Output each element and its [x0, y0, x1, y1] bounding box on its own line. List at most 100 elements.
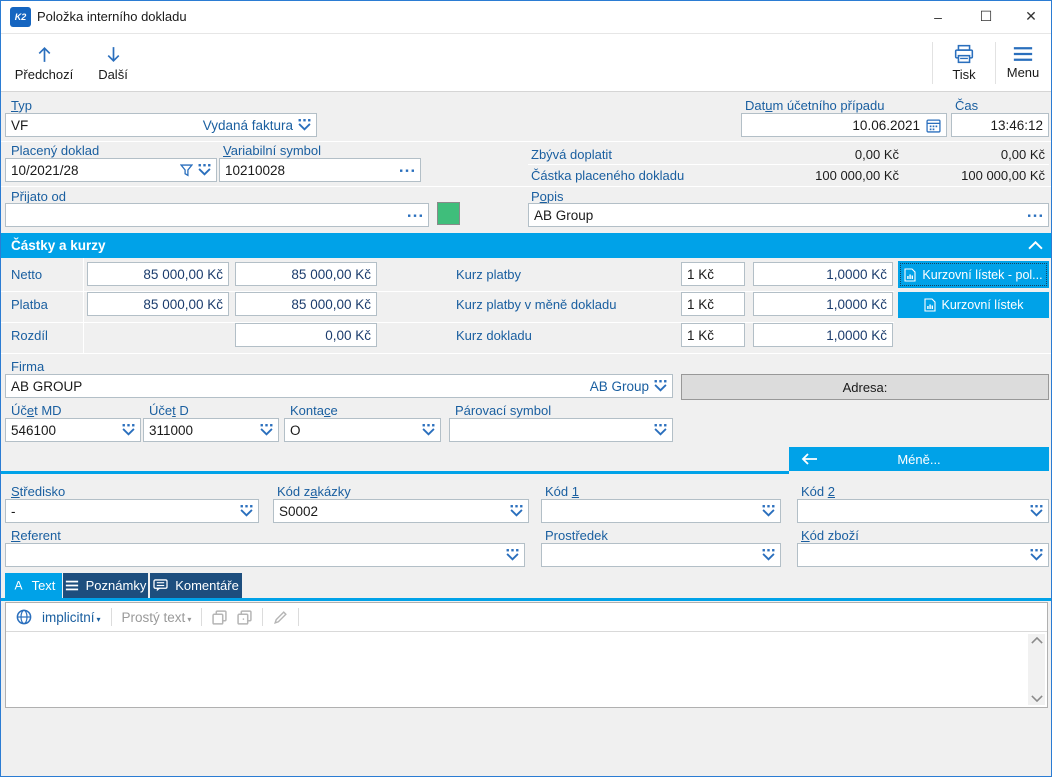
text-editor-area[interactable]: [6, 632, 1047, 707]
combo-dropdown-icon[interactable]: [122, 424, 135, 436]
tabbar-accent-line: [1, 598, 1051, 601]
kurzovni-listek-polozka-button[interactable]: Kurzovní lístek - pol...: [898, 261, 1049, 288]
adresa-panel: Adresa:: [681, 374, 1049, 400]
filter-icon[interactable]: [180, 164, 193, 177]
green-status-indicator[interactable]: [437, 202, 460, 225]
kurz-dokladu-field-1[interactable]: 1 Kč: [681, 323, 745, 347]
amounts-section-header[interactable]: Částky a kurzy: [1, 233, 1051, 258]
combo-dropdown-icon[interactable]: [510, 505, 523, 517]
combo-dropdown-icon[interactable]: [422, 424, 435, 436]
kurz-dokladu-field-2[interactable]: 1,0000 Kč: [753, 323, 893, 347]
tab-text[interactable]: Text: [5, 573, 62, 598]
print-button[interactable]: Tisk: [939, 38, 989, 88]
comment-bubble-icon: [153, 579, 168, 592]
combo-dropdown-icon[interactable]: [506, 549, 519, 561]
combo-dropdown-icon[interactable]: [762, 549, 775, 561]
titlebar: K2 Položka interního dokladu – ☐ ✕: [1, 1, 1051, 34]
firma-field[interactable]: AB GROUP AB Group: [5, 374, 673, 398]
platba-field-2[interactable]: 85 000,00 Kč: [235, 292, 377, 316]
typ-field[interactable]: VF Vydaná faktura: [5, 113, 317, 137]
text-editor-panel: implicitní ▾ Prostý text ▾: [5, 602, 1048, 708]
combo-dropdown-icon[interactable]: [1030, 505, 1043, 517]
combo-dropdown-icon[interactable]: [260, 424, 273, 436]
scroll-down-icon[interactable]: [1031, 695, 1043, 702]
kurz-dokladu-label: Kurz dokladu: [456, 328, 532, 343]
document-chart-icon: [904, 268, 916, 282]
combo-dropdown-icon[interactable]: [240, 505, 253, 517]
tab-komentare[interactable]: Komentáře: [150, 573, 242, 598]
separator: [528, 164, 1049, 165]
referent-label: Referent: [11, 528, 61, 543]
prostredek-field[interactable]: [541, 543, 781, 567]
ucet-d-field[interactable]: 311000: [143, 418, 279, 442]
maximize-button[interactable]: ☐: [979, 8, 993, 24]
variabilni-symbol-label: Variabilní symbol: [223, 143, 322, 158]
netto-field-1[interactable]: 85 000,00 Kč: [87, 262, 229, 286]
kurz-platby-field-1[interactable]: 1 Kč: [681, 262, 745, 286]
combo-dropdown-icon[interactable]: [654, 424, 667, 436]
globe-icon[interactable]: [16, 609, 32, 625]
kod-1-field[interactable]: [541, 499, 781, 523]
separator: [298, 608, 300, 626]
ellipsis-icon[interactable]: [1027, 213, 1043, 218]
arrow-left-icon: [801, 453, 819, 465]
stredisko-field[interactable]: -: [5, 499, 259, 523]
cas-field[interactable]: 13:46:12: [951, 113, 1049, 137]
minimize-button[interactable]: –: [934, 8, 942, 25]
document-chart-icon: [924, 298, 936, 312]
ellipsis-icon[interactable]: [407, 213, 423, 218]
datum-field[interactable]: 10.06.2021: [741, 113, 947, 137]
format-selector[interactable]: Prostý text ▾: [121, 609, 192, 625]
kurz-platby-field-2[interactable]: 1,0000 Kč: [753, 262, 893, 286]
k2-app-icon: K2: [10, 7, 31, 27]
previous-button[interactable]: Předchozí: [9, 38, 79, 88]
placeny-doklad-field[interactable]: 10/2021/28: [5, 158, 217, 182]
platba-field-1[interactable]: 85 000,00 Kč: [87, 292, 229, 316]
prijato-od-field[interactable]: [5, 203, 429, 227]
kod-1-label: Kód 1: [545, 484, 579, 499]
copy-icon[interactable]: [212, 610, 227, 625]
calendar-icon[interactable]: [926, 118, 941, 133]
variabilni-symbol-field[interactable]: 10210028: [219, 158, 421, 182]
platba-label: Platba: [11, 297, 48, 312]
castka-placeneho-value-1: 100 000,00 Kč: [815, 168, 899, 183]
close-button[interactable]: ✕: [1025, 8, 1037, 24]
language-selector[interactable]: implicitní ▾: [42, 609, 101, 625]
rozdil-label: Rozdíl: [11, 328, 48, 343]
ucet-md-field[interactable]: 546100: [5, 418, 141, 442]
netto-field-2[interactable]: 85 000,00 Kč: [235, 262, 377, 286]
parovaci-symbol-field[interactable]: [449, 418, 673, 442]
tab-poznamky[interactable]: Poznámky: [63, 573, 148, 598]
referent-field[interactable]: [5, 543, 525, 567]
kurz-platby-mena-field-1[interactable]: 1 Kč: [681, 292, 745, 316]
next-button[interactable]: Další: [87, 38, 139, 88]
window-footer: [1, 709, 1051, 776]
separator: [1, 353, 1051, 354]
combo-dropdown-icon[interactable]: [1030, 549, 1043, 561]
menu-button[interactable]: Menu: [999, 38, 1047, 88]
editor-scrollbar[interactable]: [1028, 634, 1045, 705]
kurz-platby-mena-field-2[interactable]: 1,0000 Kč: [753, 292, 893, 316]
combo-dropdown-icon[interactable]: [654, 380, 667, 392]
firma-label: Firma: [11, 359, 45, 374]
copy-add-icon[interactable]: [237, 610, 252, 625]
combo-dropdown-icon[interactable]: [298, 119, 311, 131]
kurzovni-listek-button[interactable]: Kurzovní lístek: [898, 292, 1049, 318]
collapse-chevron-icon[interactable]: [1028, 241, 1043, 250]
cas-label: Čas: [955, 98, 979, 113]
print-label: Tisk: [952, 67, 976, 82]
rozdil-field[interactable]: 0,00 Kč: [235, 323, 377, 347]
ellipsis-icon[interactable]: [399, 168, 415, 173]
datum-value: 10.06.2021: [852, 117, 920, 133]
datum-label: Datum účetního případu: [745, 98, 885, 113]
mene-button[interactable]: Méně...: [789, 447, 1049, 471]
kod-2-field[interactable]: [797, 499, 1049, 523]
popis-field[interactable]: AB Group: [528, 203, 1049, 227]
kod-zbozi-field[interactable]: [797, 543, 1049, 567]
edit-pencil-icon[interactable]: [273, 610, 288, 625]
combo-dropdown-icon[interactable]: [762, 505, 775, 517]
combo-dropdown-icon[interactable]: [198, 164, 211, 176]
kod-zakazky-field[interactable]: S0002: [273, 499, 529, 523]
kontace-field[interactable]: O: [284, 418, 441, 442]
scroll-up-icon[interactable]: [1031, 637, 1043, 644]
